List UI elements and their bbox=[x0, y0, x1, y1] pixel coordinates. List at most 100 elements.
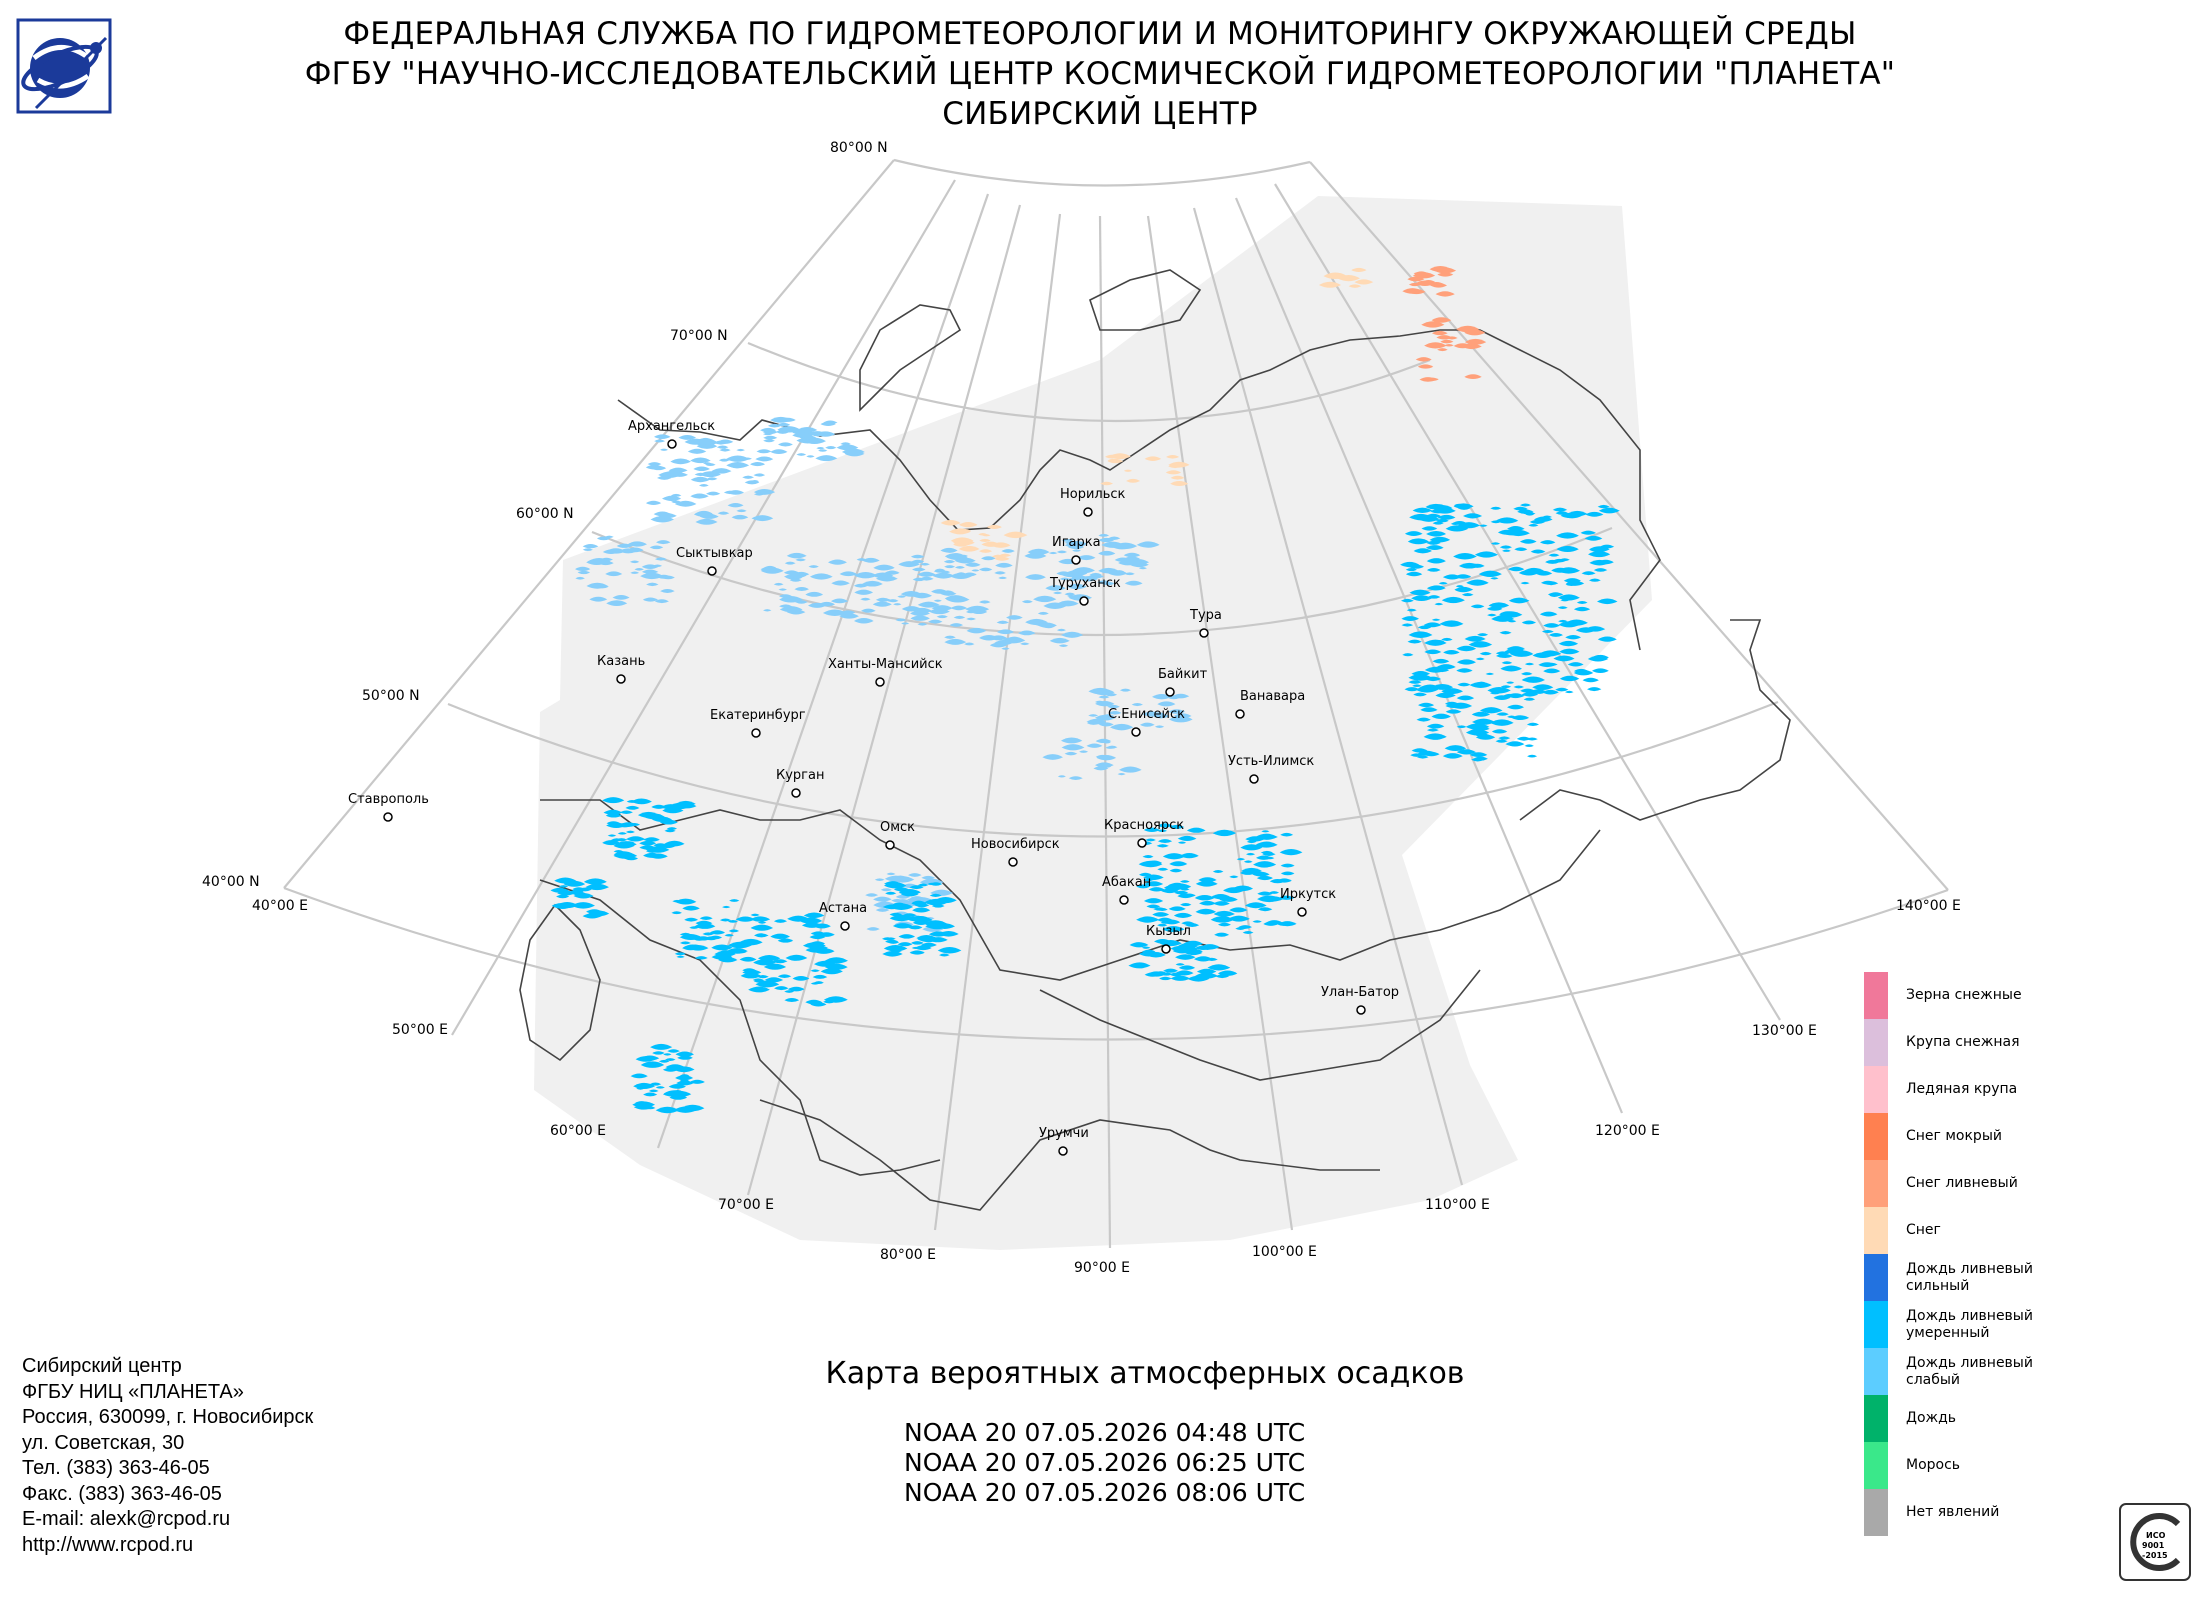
precip-cell bbox=[709, 930, 726, 935]
precip-cell bbox=[575, 566, 591, 572]
precip-cell bbox=[756, 449, 772, 454]
precip-cell bbox=[909, 950, 925, 955]
precip-cell bbox=[777, 426, 801, 433]
precip-cell bbox=[1279, 848, 1303, 856]
precip-cell bbox=[1154, 971, 1168, 975]
lon-label-50e: 50°00 E bbox=[392, 1022, 448, 1038]
precip-cell bbox=[1461, 343, 1482, 350]
iso-text-3: -2015 bbox=[2142, 1551, 2168, 1560]
legend-swatch bbox=[1864, 1160, 1888, 1207]
precip-cell bbox=[1523, 567, 1545, 574]
precip-cell bbox=[748, 986, 770, 993]
precip-cell bbox=[1402, 653, 1414, 657]
precip-cell bbox=[949, 528, 972, 535]
precip-cell bbox=[1558, 619, 1568, 623]
precip-cell bbox=[1461, 592, 1474, 597]
precip-cell bbox=[737, 950, 747, 954]
precip-cell bbox=[996, 620, 1009, 625]
precip-cell bbox=[587, 558, 611, 565]
precip-cell bbox=[1479, 707, 1503, 714]
precip-cell bbox=[1341, 278, 1350, 281]
precip-cell bbox=[874, 878, 885, 882]
precip-cell bbox=[962, 572, 977, 577]
precip-cell bbox=[770, 933, 790, 940]
precip-cell bbox=[1405, 568, 1417, 572]
precip-cell bbox=[979, 567, 993, 572]
precip-cell bbox=[1174, 890, 1189, 895]
precip-cell bbox=[884, 570, 900, 575]
precip-cell bbox=[1542, 689, 1559, 695]
precip-cell bbox=[802, 942, 826, 949]
precip-cell bbox=[856, 558, 867, 561]
precip-cell bbox=[1094, 714, 1116, 721]
precip-cell bbox=[1418, 702, 1435, 708]
precip-cell bbox=[929, 893, 942, 897]
precip-cell bbox=[934, 897, 957, 904]
precip-cell bbox=[1213, 910, 1235, 917]
precip-cell bbox=[1408, 564, 1425, 569]
precip-cell bbox=[882, 950, 903, 957]
precip-cell bbox=[1098, 567, 1119, 574]
precip-cell bbox=[898, 890, 908, 894]
precip-cell bbox=[654, 599, 669, 604]
precip-cell bbox=[1348, 284, 1362, 288]
precip-cell bbox=[873, 896, 892, 902]
city-marker bbox=[1199, 628, 1209, 638]
precip-cell bbox=[1257, 907, 1273, 912]
precip-cell bbox=[885, 891, 897, 895]
contact-line: Тел. (383) 363-46-05 bbox=[22, 1457, 210, 1479]
precip-cell bbox=[1441, 596, 1465, 604]
precip-cell bbox=[1199, 900, 1217, 906]
precip-cell bbox=[1560, 598, 1570, 602]
legend-label: Дождь ливневый умеренный bbox=[1906, 1307, 2033, 1341]
precip-cell bbox=[1351, 267, 1367, 273]
precip-cell bbox=[823, 420, 838, 425]
precip-cell bbox=[1113, 542, 1138, 550]
precip-cell bbox=[910, 554, 925, 559]
precip-cell bbox=[1519, 539, 1537, 544]
precip-cell bbox=[1107, 704, 1120, 709]
satellite-pass: NOAA 20 07.05.2026 08:06 UTC bbox=[904, 1478, 1306, 1507]
legend-swatch bbox=[1864, 1301, 1888, 1348]
precip-cell bbox=[1407, 639, 1422, 644]
precip-cell bbox=[1043, 602, 1067, 609]
precip-cell bbox=[1211, 894, 1231, 900]
precip-cell bbox=[1464, 338, 1487, 345]
city-label: Ханты-Мансийск bbox=[828, 657, 943, 672]
precip-cell bbox=[954, 565, 965, 569]
precip-cell bbox=[736, 448, 745, 452]
precip-cell bbox=[760, 567, 784, 574]
legend-swatch bbox=[1864, 1254, 1888, 1301]
precip-cell bbox=[1056, 571, 1072, 576]
precip-cell bbox=[642, 597, 659, 602]
precip-cell bbox=[739, 956, 757, 962]
precip-cell bbox=[1441, 637, 1453, 642]
precip-cell bbox=[763, 609, 772, 612]
precip-cell bbox=[1499, 545, 1513, 549]
precip-cell bbox=[1513, 506, 1528, 511]
precip-cell bbox=[806, 455, 815, 458]
meridian-110e bbox=[1192, 207, 1464, 1186]
precip-cell bbox=[583, 878, 607, 885]
precip-cell bbox=[607, 834, 617, 837]
city-label: Усть-Илимск bbox=[1228, 754, 1314, 769]
precip-cell bbox=[940, 520, 961, 526]
precipitation-cells bbox=[550, 266, 1620, 1114]
precip-cell bbox=[1261, 830, 1270, 833]
precip-cell bbox=[1442, 753, 1463, 759]
legend-swatch bbox=[1864, 1207, 1888, 1254]
precip-cell bbox=[1521, 620, 1537, 625]
precip-cell bbox=[1102, 741, 1111, 744]
precip-cell bbox=[989, 642, 1008, 648]
precip-cell bbox=[1580, 530, 1596, 535]
city-label: Улан-Батор bbox=[1321, 985, 1399, 1000]
contact-line: Россия, 630099, г. Новосибирск bbox=[22, 1406, 314, 1428]
precip-cell bbox=[1157, 701, 1176, 707]
precip-cell bbox=[884, 882, 907, 889]
precip-cell bbox=[1599, 544, 1615, 549]
precip-cell bbox=[763, 963, 787, 970]
city-marker bbox=[667, 439, 677, 449]
precip-cell bbox=[742, 475, 755, 479]
legend-item: Снег ливневый bbox=[1864, 1160, 2164, 1207]
precip-cell bbox=[1042, 754, 1064, 760]
